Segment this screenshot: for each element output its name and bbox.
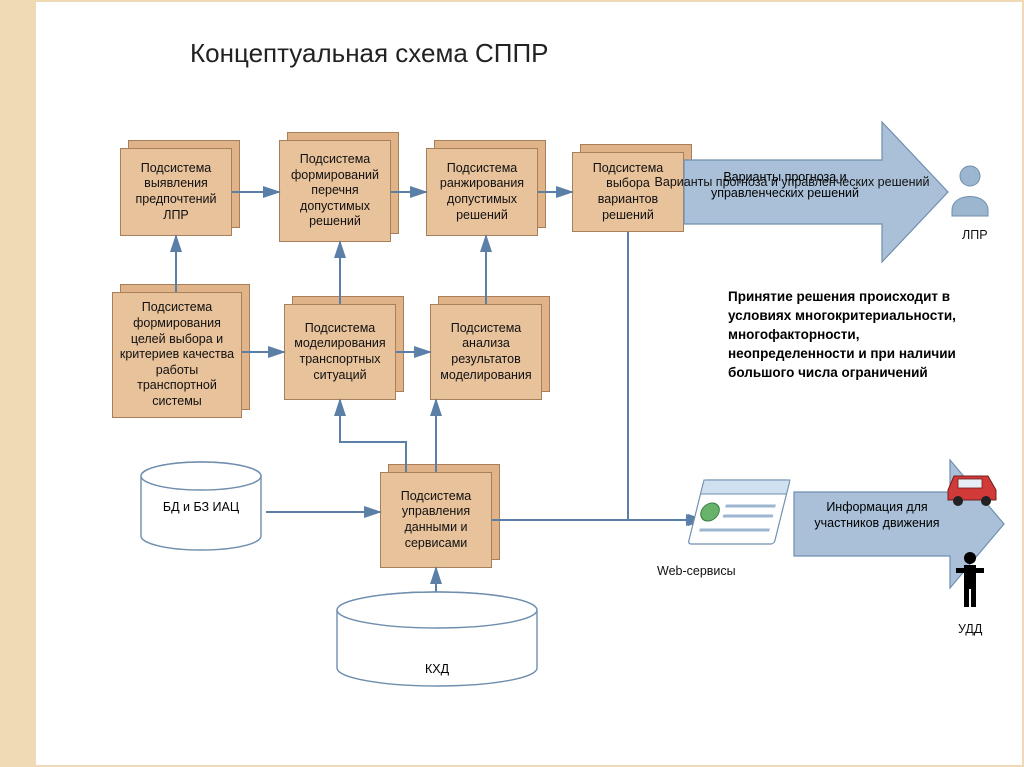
box-goals-criteria: Подсистема формирования целей выбора и к… bbox=[112, 292, 242, 418]
box-analysis: Подсистема анализа результатов моделиров… bbox=[430, 304, 542, 400]
box-permissible-list: Подсистема формирований перечня допустим… bbox=[279, 140, 391, 242]
svg-text:Варианты прогноза и управленче: Варианты прогноза и управленческих решен… bbox=[655, 175, 930, 189]
browser-icon bbox=[688, 480, 790, 544]
box-preferences: Подсистема выявления предпочтений ЛПР bbox=[120, 148, 232, 236]
box-selection: Подсистема выбора вариантов решений bbox=[572, 152, 684, 232]
big-arrow-forecast: Варианты прогноза и управленческих решен… bbox=[655, 122, 948, 262]
person-icon bbox=[952, 166, 988, 216]
label-web: Web-сервисы bbox=[657, 564, 736, 578]
cylinder-bd-bz bbox=[141, 462, 261, 550]
page-title: Концептуальная схема СППР bbox=[190, 38, 549, 69]
label-udd: УДД bbox=[958, 622, 982, 636]
cylinder-khd bbox=[337, 592, 537, 686]
car-icon bbox=[948, 476, 996, 506]
big-arrow-info-label: Информация для участников движения bbox=[802, 500, 952, 531]
label-lpr: ЛПР bbox=[962, 228, 988, 242]
decorative-sidebar bbox=[2, 2, 36, 765]
decision-note: Принятие решения происходит в условиях м… bbox=[728, 288, 966, 382]
cylinder-bd-bz-label: БД и БЗ ИАЦ bbox=[141, 500, 261, 514]
cylinder-khd-label: КХД bbox=[337, 662, 537, 676]
box-modeling: Подсистема моделирования транспортных си… bbox=[284, 304, 396, 400]
pedestrian-icon bbox=[956, 552, 984, 607]
big-arrow-info bbox=[794, 460, 1004, 588]
big-arrow-forecast-label: Варианты прогноза и управленческих решен… bbox=[692, 170, 878, 201]
box-data-services: Подсистема управления данными и сервисам… bbox=[380, 472, 492, 568]
box-ranking: Подсистема ранжирования допустимых решен… bbox=[426, 148, 538, 236]
